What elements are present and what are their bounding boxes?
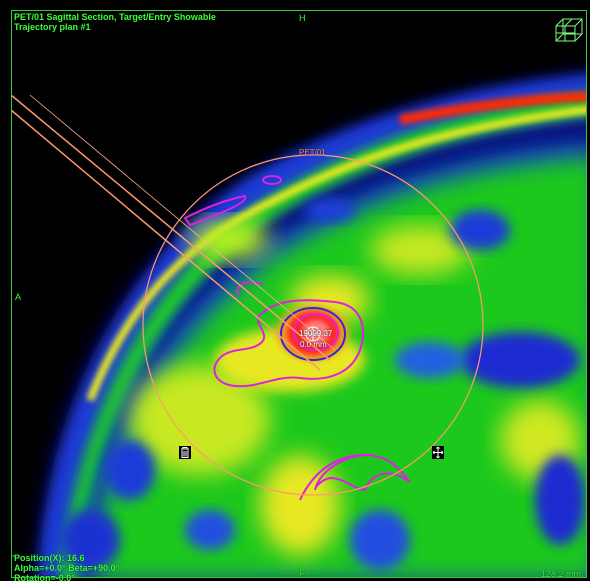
rotation-readout: Rotation=-0.0°	[14, 573, 75, 581]
trajectory-series-label: PET/01	[299, 148, 326, 157]
orientation-left-label: A	[15, 292, 22, 302]
move-cross-icon[interactable]	[432, 446, 444, 459]
angles-readout: Alpha=+0.0° Beta=+90.0°	[14, 563, 120, 573]
scale-readout: 128.2 mm	[541, 569, 582, 579]
trajectory-plan-label: Trajectory plan #1	[14, 22, 91, 32]
position-readout: Position(X): 16.6	[14, 553, 85, 563]
orientation-top-label: H	[299, 13, 306, 23]
viewer-title: PET/01 Sagittal Section, Target/Entry Sh…	[14, 12, 216, 22]
target-value-label: 19009.37	[299, 329, 333, 338]
orientation-bottom-label: F	[299, 568, 305, 578]
target-distance-label: 0.0 mm	[300, 340, 327, 349]
3d-orientation-cube-icon[interactable]	[553, 14, 585, 42]
delete-trajectory-icon[interactable]	[179, 446, 191, 459]
orientation-right-label: P	[579, 292, 586, 302]
